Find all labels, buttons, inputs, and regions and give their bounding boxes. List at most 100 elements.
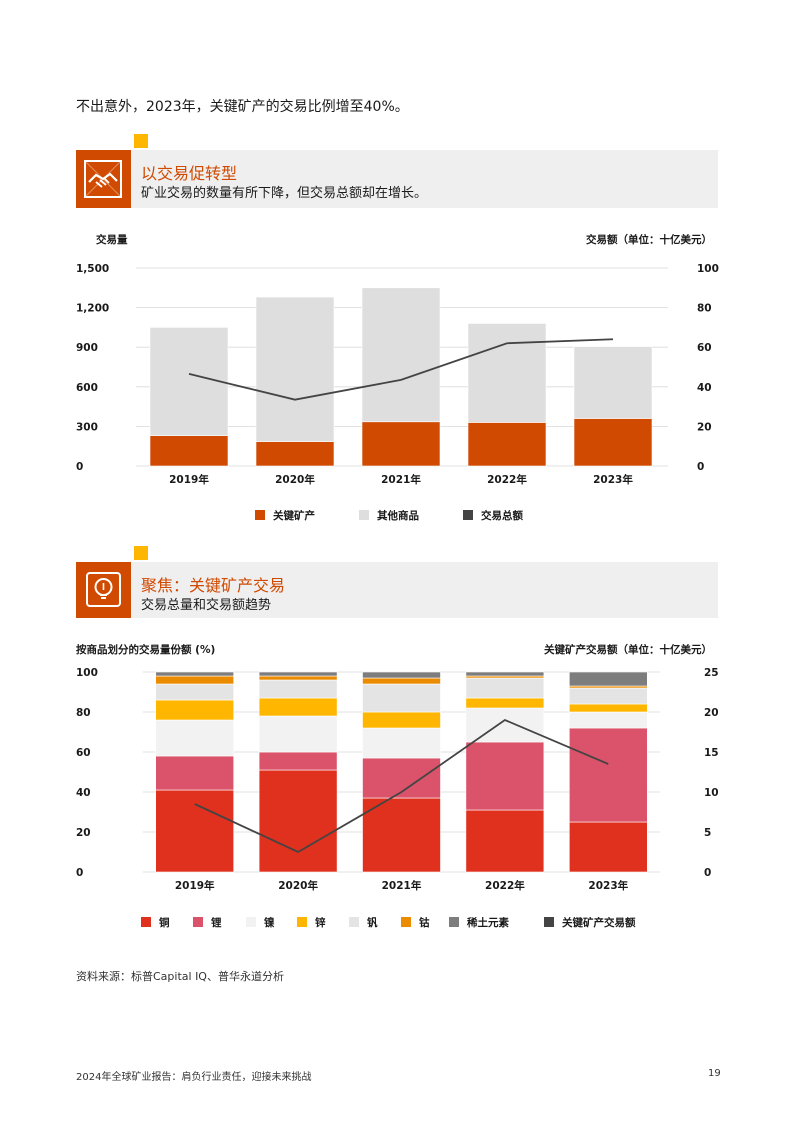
legend-label: 交易总额	[481, 509, 523, 522]
legend-label: 钴	[419, 916, 430, 929]
bar-segment	[568, 821, 648, 873]
y-tick-label: 600	[76, 382, 98, 394]
source-note: 资料来源：标普Capital IQ、普华永道分析	[76, 970, 284, 983]
footer-text: 2024年全球矿业报告：肩负行业责任，迎接未来挑战	[76, 1072, 312, 1083]
section1-band	[76, 150, 718, 208]
bar-segment	[258, 675, 338, 681]
y-tick-label: 0	[76, 461, 83, 473]
y-right-tick-label: 25	[704, 667, 719, 679]
bar-segment	[362, 797, 441, 873]
bar-segment	[573, 418, 653, 467]
y-right-tick-label: 0	[697, 461, 704, 473]
legend-label: 钒	[367, 916, 378, 929]
intro-text: 不出意外，2023年，关键矿产的交易比例增至40%。	[76, 99, 409, 115]
legend-swatch	[297, 917, 307, 927]
bar-segment	[568, 687, 648, 705]
y-right-tick-label: 20	[697, 421, 712, 433]
x-tick-label: 2022年	[485, 879, 525, 892]
bar-segment	[258, 697, 338, 717]
bar-segment	[361, 421, 441, 467]
bar-segment	[258, 769, 338, 873]
x-tick-label: 2020年	[275, 473, 315, 486]
bar-segment	[362, 677, 441, 685]
section2-band	[76, 562, 718, 618]
x-tick-label: 2019年	[175, 879, 215, 892]
bar-segment	[465, 671, 545, 677]
bar-segment	[573, 346, 653, 419]
x-tick-label: 2021年	[381, 473, 421, 486]
bar-segment	[361, 287, 441, 423]
legend-swatch	[359, 510, 369, 520]
x-tick-label: 2023年	[593, 473, 633, 486]
y-right-tick-label: 15	[704, 747, 719, 759]
bar-segment	[465, 707, 545, 743]
bar-segment	[465, 677, 545, 699]
y-tick-label: 60	[76, 747, 91, 759]
section1-title: 以交易促转型	[141, 164, 238, 183]
bar-segment	[467, 323, 547, 423]
bar-segment	[155, 683, 234, 701]
y-right-tick-label: 5	[704, 827, 711, 839]
bar-segment	[155, 675, 234, 685]
bar-segment	[362, 727, 441, 759]
x-tick-label: 2023年	[588, 879, 628, 892]
legend-swatch	[463, 510, 473, 520]
legend-swatch	[255, 510, 265, 520]
bar-segment	[362, 683, 441, 713]
legend-label: 镍	[264, 916, 275, 929]
bar-segment	[465, 741, 545, 811]
y-axis-label: 交易量	[96, 233, 128, 246]
page-number: 19	[708, 1068, 721, 1079]
section2-title: 聚焦：关键矿产交易	[141, 576, 286, 595]
bar-segment	[155, 789, 234, 873]
bar-segment	[568, 727, 648, 823]
x-tick-label: 2022年	[487, 473, 527, 486]
y-tick-label: 900	[76, 342, 98, 354]
legend-label: 锂	[211, 916, 222, 929]
y-tick-label: 20	[76, 827, 91, 839]
legend-label: 关键矿产	[273, 509, 315, 522]
y-right-tick-label: 0	[704, 867, 711, 879]
bar-segment	[362, 711, 441, 729]
bar-segment	[467, 422, 547, 467]
y-axis-right-label: 交易额（单位：十亿美元）	[586, 233, 712, 246]
x-tick-label: 2019年	[169, 473, 209, 486]
y-tick-label: 1,200	[76, 303, 109, 315]
legend-swatch	[193, 917, 203, 927]
bar-segment	[155, 699, 234, 721]
y-tick-label: 100	[76, 667, 98, 679]
y-right-tick-label: 20	[704, 707, 719, 719]
y-tick-label: 40	[76, 787, 91, 799]
y-right-tick-label: 100	[697, 263, 719, 275]
section1-subtitle: 矿业交易的数量有所下降，但交易总额却在增长。	[141, 186, 428, 201]
y-right-tick-label: 40	[697, 382, 712, 394]
bar-segment	[568, 703, 648, 713]
section1-bullet	[134, 134, 148, 148]
x-tick-label: 2021年	[382, 879, 422, 892]
bar-segment	[568, 671, 648, 687]
y-right-tick-label: 60	[697, 342, 712, 354]
legend-swatch	[246, 917, 256, 927]
legend-label: 锌	[315, 916, 326, 929]
bar-segment	[255, 441, 335, 467]
bar-segment	[258, 671, 338, 677]
bar-segment	[255, 296, 335, 442]
bar-segment	[149, 327, 229, 436]
legend-swatch	[349, 917, 359, 927]
bar-segment	[465, 809, 545, 873]
legend-label: 其他商品	[377, 509, 419, 522]
section2-bullet	[134, 546, 148, 560]
y-right-tick-label: 10	[704, 787, 719, 799]
y-right-tick-label: 80	[697, 303, 712, 315]
legend-swatch	[141, 917, 151, 927]
bar-segment	[149, 435, 229, 467]
bar-segment	[155, 755, 234, 791]
x-tick-label: 2020年	[278, 879, 318, 892]
legend-label: 稀土元素	[467, 916, 509, 929]
legend-swatch	[449, 917, 459, 927]
handshake-icon	[76, 150, 131, 208]
bar-segment	[258, 715, 338, 753]
y-axis-right-label: 关键矿产交易额（单位：十亿美元）	[544, 643, 712, 656]
section2-subtitle: 交易总量和交易额趋势	[141, 598, 272, 613]
